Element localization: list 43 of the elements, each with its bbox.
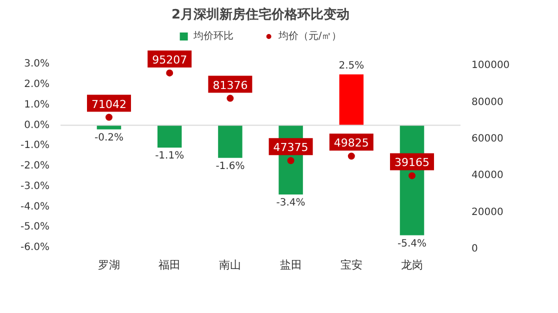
y-tick-label: -5.0% [20, 222, 50, 233]
y2-tick-label: 20000 [472, 206, 504, 218]
legend-label: 均价环比 [193, 30, 234, 43]
x-tick-label: 盐田 [280, 258, 302, 272]
y2-tick-label: 40000 [472, 170, 504, 182]
x-tick-label: 福田 [158, 258, 181, 272]
x-tick-label: 南山 [219, 258, 242, 272]
y-tick-label: -6.0% [20, 242, 50, 253]
point [348, 152, 355, 160]
legend-label: 均价（元/㎡） [278, 30, 342, 43]
data-label: -1.6% [216, 160, 245, 172]
data-label: -1.1% [155, 150, 184, 162]
y2-tick-label: 60000 [472, 134, 504, 144]
point [408, 172, 416, 180]
data-label: 71042 [91, 98, 126, 111]
point [226, 94, 234, 102]
y-tick-label: -3.0% [20, 180, 50, 192]
data-label: -3.4% [276, 198, 306, 209]
data-label: -0.2% [94, 132, 124, 144]
data-label: -5.4% [398, 238, 427, 250]
y-tick-label: 1.0% [24, 99, 50, 110]
x-tick-label: 罗湖 [98, 258, 120, 272]
point [166, 69, 174, 76]
data-label: 95207 [152, 53, 188, 66]
x-tick-label: 龙岗 [401, 258, 424, 272]
y-tick-label: 0.0% [24, 120, 50, 131]
y2-tick-label: 0 [472, 244, 478, 254]
y-tick-label: -2.0% [20, 160, 50, 172]
y2-tick-label: 100000 [472, 60, 510, 72]
point [287, 157, 294, 164]
y-tick-label: 3.0% [24, 58, 50, 70]
data-label: 49825 [334, 136, 369, 150]
y2-tick-label: 80000 [472, 96, 504, 108]
x-tick-label: 宝安 [340, 258, 362, 272]
data-label: 81376 [212, 78, 248, 92]
data-label: 47375 [273, 141, 308, 154]
y-tick-label: 2.0% [24, 79, 50, 90]
point [105, 114, 112, 121]
y-tick-label: -1.0% [20, 140, 50, 152]
chart-title: 2月深圳新房住宅价格环比变动 [171, 6, 350, 22]
data-label: 39165 [394, 156, 430, 170]
y-tick-label: -4.0% [20, 201, 50, 212]
data-label: 2.5% [338, 60, 364, 72]
